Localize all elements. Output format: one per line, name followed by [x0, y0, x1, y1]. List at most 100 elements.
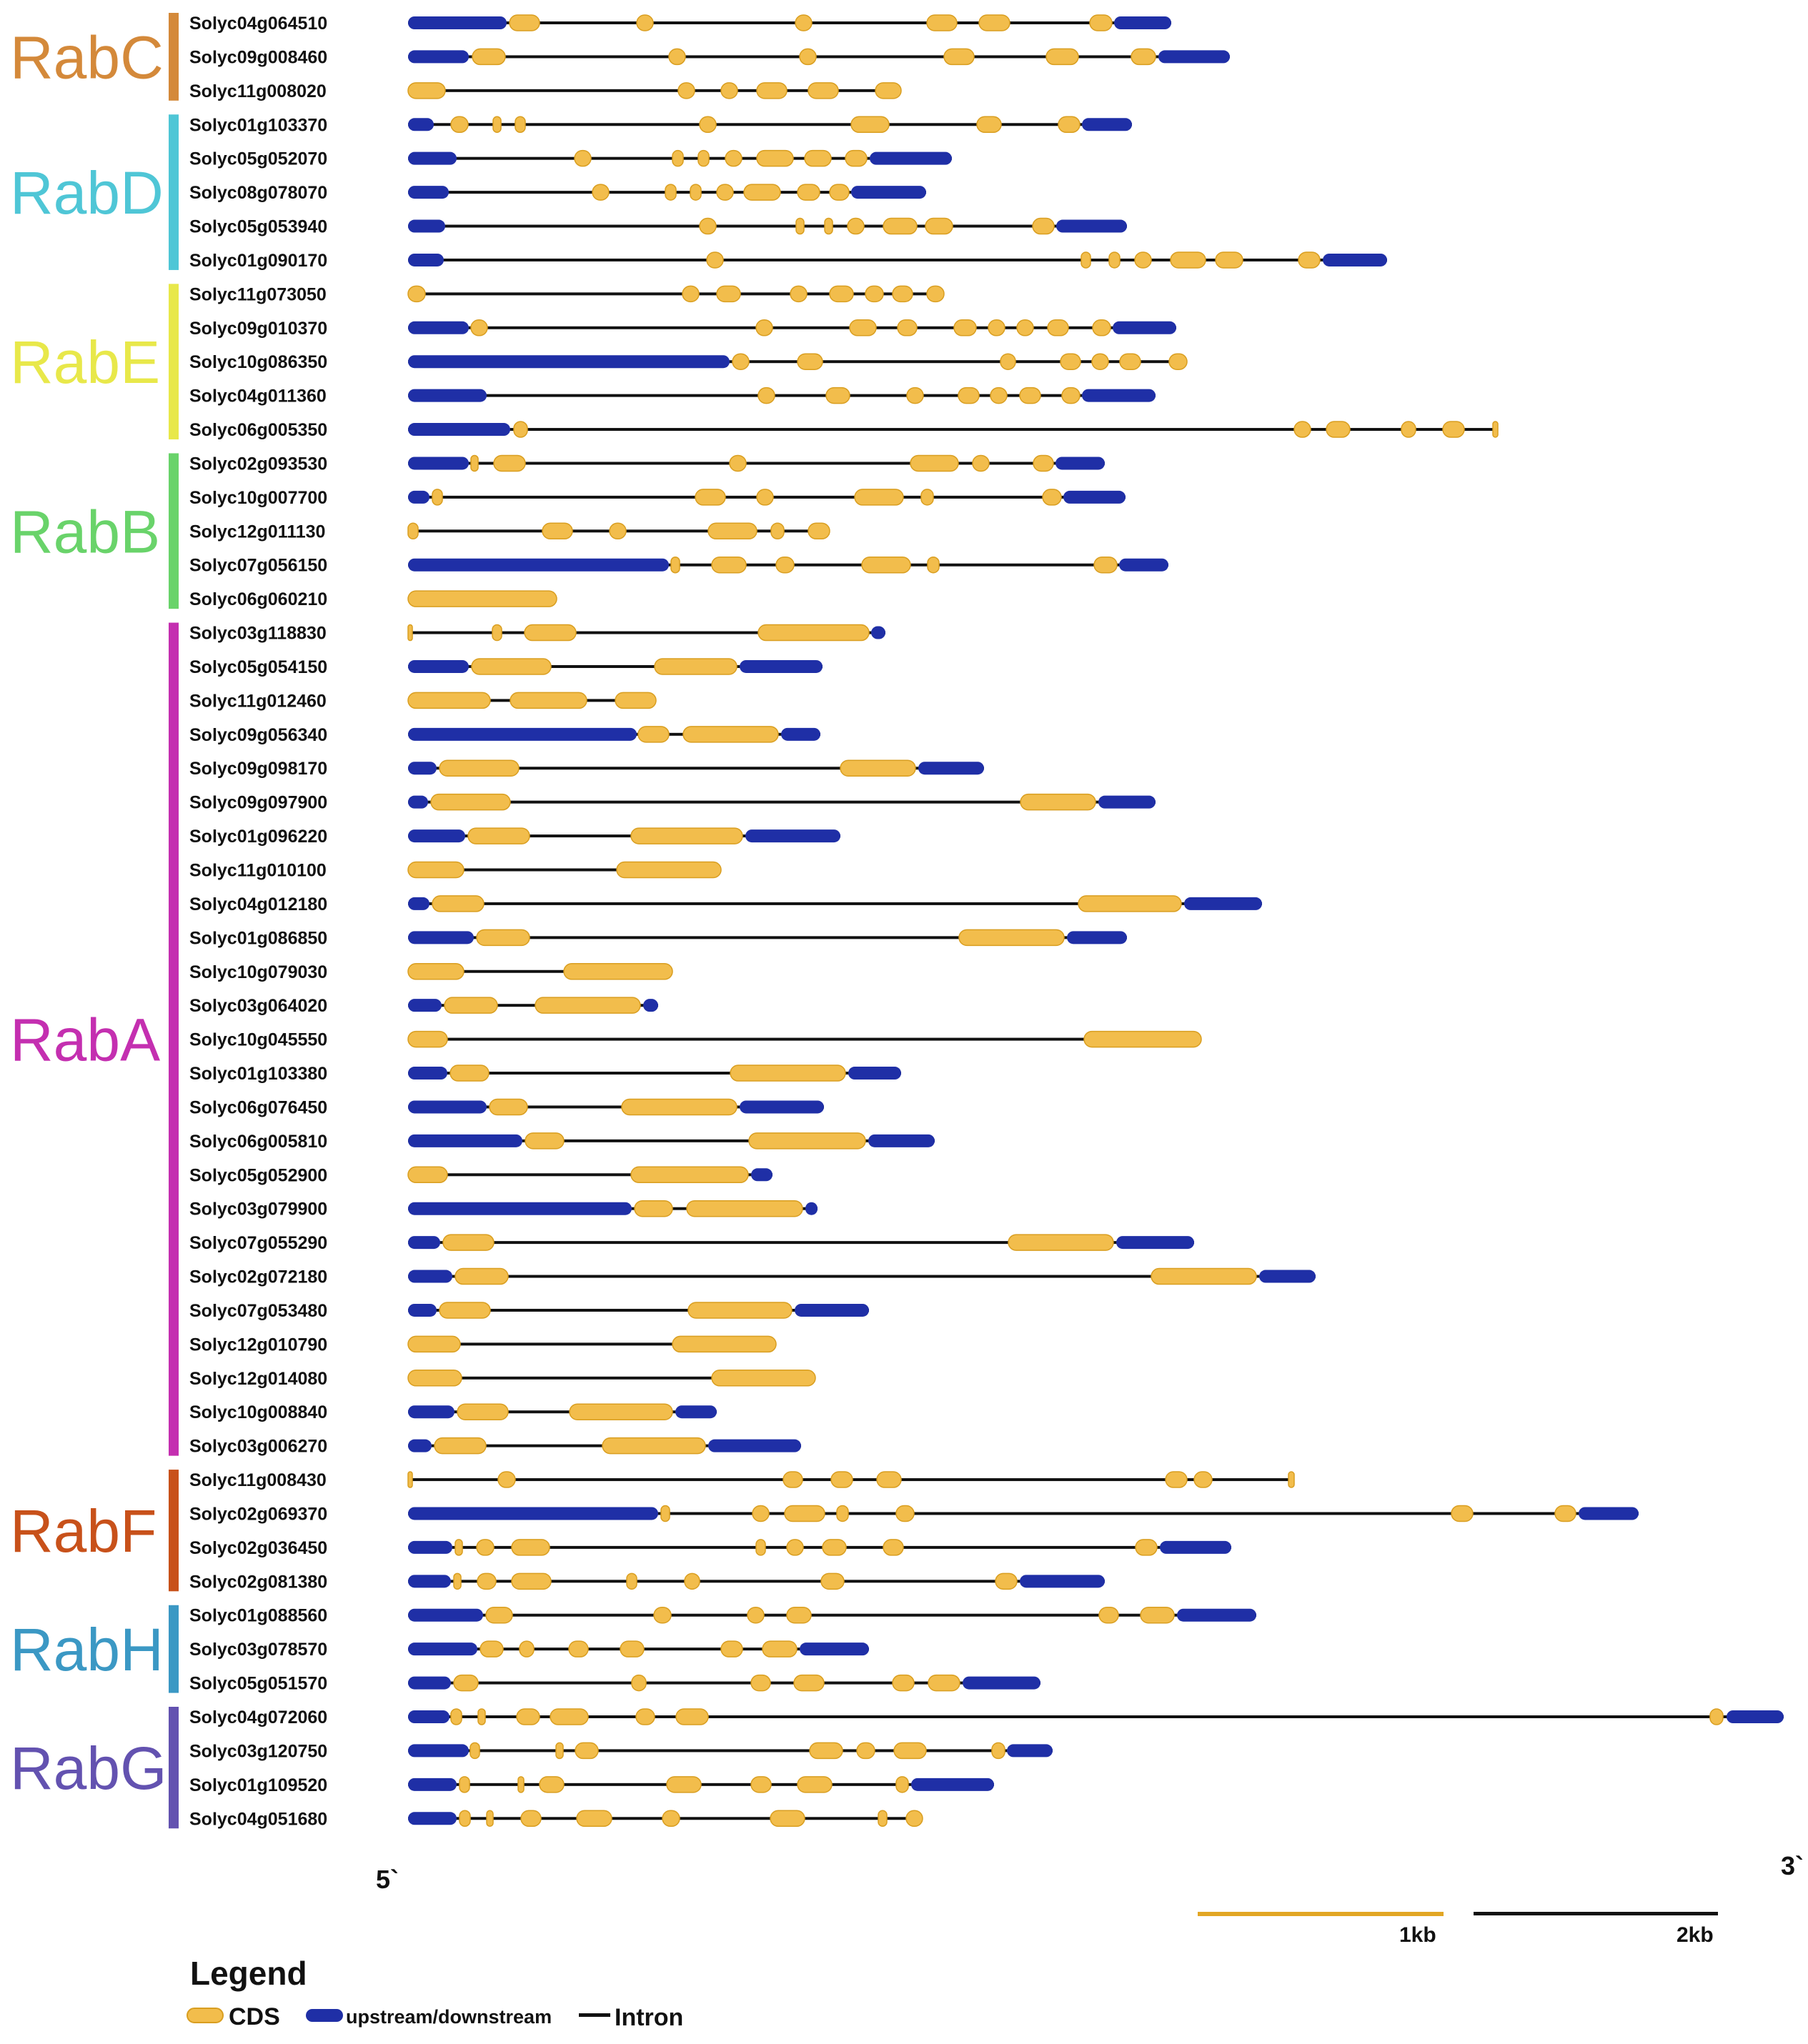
utr-segment: [1082, 389, 1156, 402]
gene-row: Solyc04g072060: [189, 1708, 1784, 1728]
cds-exon: [480, 1640, 504, 1657]
cds-exon: [750, 1776, 772, 1793]
cds-exon: [407, 590, 557, 607]
utr-segment: [408, 829, 465, 843]
cds-exon: [575, 1742, 599, 1760]
cds-exon: [770, 1810, 805, 1828]
utr-segment: [408, 558, 669, 572]
utr-segment: [1056, 219, 1127, 233]
gene-row: Solyc03g118830: [189, 624, 885, 644]
cds-exon: [574, 149, 592, 167]
intron-line: [408, 21, 1171, 24]
cds-exon: [510, 692, 587, 709]
gene-name: Solyc12g014080: [189, 1369, 327, 1389]
gene-name: Solyc11g010100: [189, 861, 327, 881]
gene-name: Solyc03g118830: [189, 624, 327, 644]
cds-exon: [795, 14, 813, 31]
cds-exon: [883, 1539, 904, 1556]
gene-name: Solyc02g036450: [189, 1538, 327, 1558]
gene-row: Solyc04g051680: [189, 1809, 923, 1829]
cds-exon: [747, 1606, 765, 1624]
cds-exon: [690, 184, 702, 201]
cds-exon: [539, 1776, 565, 1793]
utr-segment: [1067, 931, 1127, 944]
gene-row: Solyc11g008430: [189, 1470, 1295, 1490]
gene-row: Solyc02g081380: [189, 1572, 1105, 1592]
gene-name: Solyc05g052900: [189, 1165, 327, 1185]
cds-exon: [672, 149, 684, 167]
gene-name: Solyc03g006270: [189, 1437, 327, 1457]
cds-exon: [1131, 48, 1156, 66]
utr-segment: [408, 219, 445, 233]
intron-line: [408, 631, 885, 634]
cds-exon: [662, 1810, 680, 1828]
intron-line: [408, 1173, 773, 1177]
intron-line: [408, 1681, 1040, 1685]
legend-utr-label: upstream/downstream: [346, 2006, 552, 2028]
cds-exon: [829, 184, 850, 201]
gene-row: Solyc01g090170: [189, 251, 1387, 271]
intron-line: [408, 1715, 1784, 1718]
cds-exon: [457, 1403, 509, 1420]
cds-exon: [470, 454, 479, 472]
utr-segment: [1727, 1710, 1784, 1723]
intron-line: [408, 1512, 1639, 1515]
cds-exon: [682, 285, 700, 303]
gene-name: Solyc11g008430: [189, 1470, 327, 1490]
cds-exon: [1000, 353, 1016, 370]
cds-exon: [1093, 556, 1118, 574]
intron-line: [408, 1139, 935, 1142]
gene-name: Solyc09g056340: [189, 725, 327, 745]
cds-exon: [407, 624, 413, 642]
subfamily-label: RabE: [10, 329, 160, 396]
utr-segment: [1063, 490, 1126, 504]
utr-segment: [408, 457, 469, 470]
gene-name: Solyc03g064020: [189, 996, 327, 1016]
cds-exon: [1134, 251, 1152, 269]
cds-exon: [1008, 1234, 1114, 1251]
cds-exon: [847, 217, 865, 235]
cds-exon: [883, 217, 918, 235]
gene-name: Solyc04g012180: [189, 894, 327, 914]
gene-row: Solyc07g053480: [189, 1301, 869, 1321]
cds-exon: [517, 1776, 525, 1793]
cds-exon: [449, 1065, 490, 1082]
utr-segment: [408, 253, 444, 266]
cds-exon: [793, 1674, 825, 1692]
cds-exon: [699, 217, 717, 235]
cds-exon: [895, 1505, 915, 1522]
subfamily-label: RabF: [10, 1497, 157, 1565]
subfamily-bracket: [169, 1470, 179, 1592]
cds-exon: [775, 556, 795, 574]
gene-name: Solyc10g045550: [189, 1030, 327, 1050]
subfamily-bracket: [169, 284, 179, 440]
gene-name: Solyc01g096220: [189, 827, 327, 847]
cds-exon: [699, 116, 717, 134]
gene-row: Solyc10g086350: [189, 352, 1188, 372]
subfamily-bracket: [169, 114, 179, 270]
gene-row: Solyc12g011130: [189, 522, 830, 542]
gene-name: Solyc06g005810: [189, 1132, 327, 1152]
utr-segment: [408, 50, 469, 64]
cds-exon: [1083, 1030, 1202, 1048]
cds-exon: [758, 624, 870, 642]
cds-exon: [684, 1572, 700, 1590]
utr-segment: [408, 1642, 477, 1656]
gene-row: Solyc07g056150: [189, 556, 1168, 576]
cds-exon: [511, 1539, 550, 1556]
intron-line: [408, 55, 1230, 59]
cds-exon: [455, 1539, 463, 1556]
gene-name: Solyc04g011360: [189, 387, 327, 407]
cds-exon: [755, 319, 773, 336]
gene-row: Solyc03g120750: [189, 1741, 1053, 1761]
cds-exon: [795, 217, 805, 235]
legend-cds-label: CDS: [229, 2003, 280, 2030]
cds-exon: [1058, 116, 1081, 134]
intron-line: [408, 1308, 869, 1312]
cds-exon: [1081, 251, 1091, 269]
cds-exon: [697, 149, 710, 167]
utr-segment: [1116, 1236, 1194, 1250]
cds-exon: [716, 285, 741, 303]
cds-exon: [535, 997, 641, 1014]
